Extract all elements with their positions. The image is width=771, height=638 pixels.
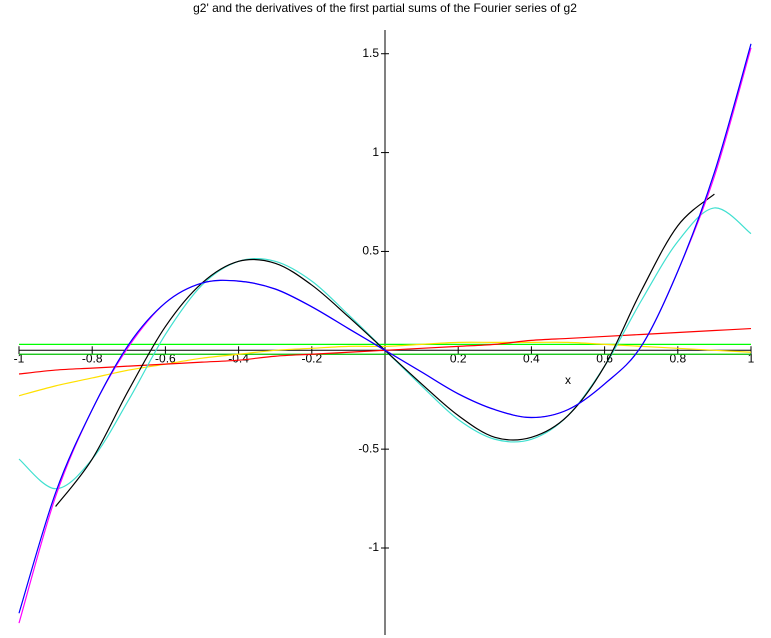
y-tick-label: -0.5 bbox=[358, 441, 379, 455]
x-tick-label: -0.6 bbox=[155, 351, 176, 365]
series-line bbox=[18, 341, 752, 397]
x-tick-label: 0.4 bbox=[523, 351, 540, 365]
chart-title: g2' and the derivatives of the first par… bbox=[193, 1, 577, 15]
y-tick-label: -1 bbox=[368, 540, 379, 554]
x-tick-label: 0.2 bbox=[450, 351, 467, 365]
y-tick-label: 1 bbox=[372, 145, 379, 159]
series-line bbox=[18, 43, 752, 614]
y-tick-label: 0.5 bbox=[362, 244, 379, 258]
x-tick-label: 0.6 bbox=[596, 351, 613, 365]
y-tick-label: 1.5 bbox=[362, 46, 379, 60]
x-tick-label: -0.8 bbox=[82, 351, 103, 365]
x-tick-label: 0.8 bbox=[669, 351, 686, 365]
x-tick-label: 1 bbox=[748, 351, 755, 365]
x-axis-label: x bbox=[565, 373, 571, 387]
x-tick-label: -1 bbox=[14, 351, 25, 365]
